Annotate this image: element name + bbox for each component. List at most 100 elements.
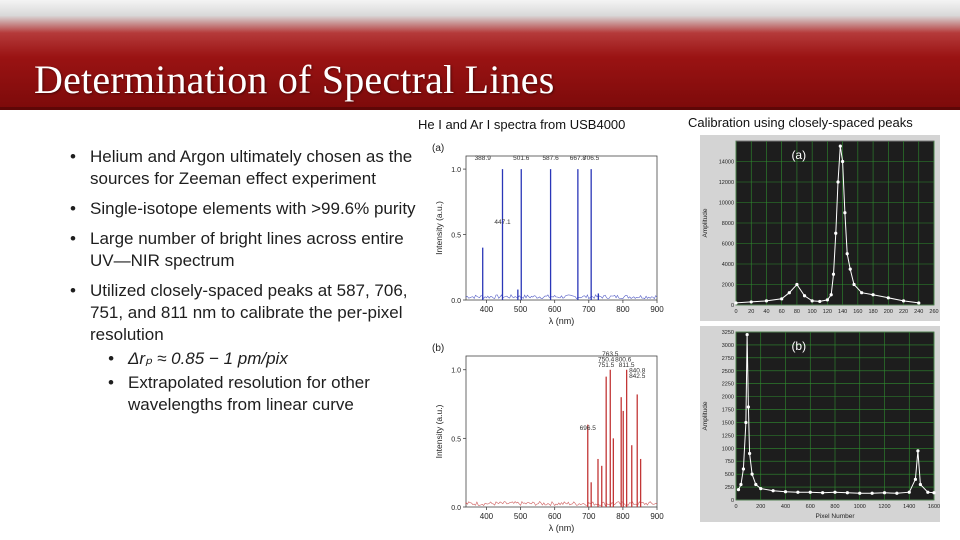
y-tick-label: 12000 — [719, 180, 734, 186]
x-axis-label: λ (nm) — [549, 523, 575, 533]
data-point — [802, 294, 807, 298]
title-bar: Determination of Spectral Lines — [0, 0, 960, 110]
x-tick-label: 400 — [480, 512, 494, 521]
x-tick-label: 500 — [514, 305, 528, 314]
x-tick-label: 600 — [548, 512, 562, 521]
x-tick-label: 1200 — [878, 504, 890, 510]
data-point — [917, 301, 921, 305]
x-tick-label: 600 — [548, 305, 562, 314]
data-point — [821, 491, 825, 495]
x-tick-label: 1400 — [903, 504, 915, 510]
y-axis-label: Amplitude — [702, 401, 709, 430]
x-tick-label: 180 — [868, 309, 877, 315]
peak-label: 501.6 — [513, 155, 530, 162]
data-point — [810, 299, 814, 303]
bullet-list: Helium and Argon ultimately chosen as th… — [70, 146, 420, 424]
data-point — [808, 490, 812, 494]
peak-label: 811.5 — [619, 362, 635, 369]
peak-label: 800.6 — [615, 356, 632, 363]
bullet-item: Large number of bright lines across enti… — [70, 228, 420, 272]
x-tick-label: 700 — [582, 305, 596, 314]
data-point — [845, 252, 849, 256]
bullet-item: Single-isotope elements with >99.6% puri… — [70, 198, 420, 220]
data-point — [787, 291, 791, 295]
y-tick-label: 4000 — [722, 262, 734, 268]
spectrum-baseline — [465, 294, 658, 300]
x-tick-label: 20 — [748, 309, 754, 315]
x-tick-label: 800 — [616, 512, 630, 521]
panel-label: (a) — [791, 148, 806, 162]
peak-label: 840.8 — [629, 367, 646, 374]
y-axis-label: Amplitude — [702, 208, 709, 237]
x-axis-label: Pixel Number — [815, 513, 855, 520]
y-tick-label: 2000 — [722, 283, 734, 289]
data-point — [764, 299, 769, 303]
x-tick-label: 140 — [838, 309, 847, 315]
data-point — [783, 490, 788, 494]
x-tick-label: 400 — [781, 504, 790, 510]
data-point — [907, 490, 911, 494]
peak-label: 587.6 — [542, 155, 559, 162]
x-tick-label: 1600 — [928, 504, 940, 510]
calibration-chart-a: 0 20 40 60 80 100 120 140 160 180 200 220 240 260 0 200… — [700, 135, 940, 321]
data-point — [895, 491, 899, 495]
y-tick-label: 0.0 — [451, 298, 461, 305]
x-tick-label: 700 — [582, 512, 596, 521]
panel-label: (b) — [791, 339, 806, 353]
data-point — [741, 467, 746, 471]
x-tick-label: 500 — [514, 512, 528, 521]
data-point — [834, 231, 838, 235]
y-tick-label: 0 — [731, 498, 734, 504]
x-tick-label: 240 — [914, 309, 923, 315]
slide-title: Determination of Spectral Lines — [34, 57, 555, 102]
data-point — [745, 332, 749, 337]
data-point — [913, 477, 918, 481]
data-point — [871, 293, 875, 297]
data-point — [848, 267, 852, 271]
y-axis-label: Intensity (a.u.) — [434, 201, 444, 255]
peak-label: 388.9 — [475, 155, 492, 162]
x-tick-label: 900 — [650, 305, 664, 314]
peak-label: 696.5 — [580, 425, 597, 432]
data-point — [831, 272, 836, 276]
y-tick-label: 500 — [725, 472, 734, 478]
data-point — [771, 489, 775, 493]
data-point — [901, 299, 906, 303]
x-tick-label: 220 — [899, 309, 908, 315]
x-tick-label: 200 — [884, 309, 893, 315]
data-point — [818, 299, 822, 304]
x-tick-label: 600 — [806, 504, 815, 510]
bullet-text: Utilized closely-spaced peaks at 587, 70… — [90, 281, 408, 344]
data-point — [744, 420, 748, 425]
sub-bullet-item: Extrapolated resolution for other wavele… — [90, 372, 420, 416]
data-point — [796, 490, 800, 494]
x-tick-label: 0 — [734, 309, 737, 315]
data-point — [749, 300, 753, 304]
y-tick-label: 0.0 — [451, 505, 461, 512]
y-tick-label: 3000 — [722, 343, 734, 349]
x-tick-label: 120 — [823, 309, 832, 315]
peak-label: 706.5 — [583, 155, 600, 162]
x-tick-label: 800 — [830, 504, 839, 510]
data-point — [882, 491, 887, 495]
peak-label: 667.8 — [570, 155, 587, 162]
x-tick-label: 1000 — [854, 504, 866, 510]
data-point — [841, 159, 845, 164]
x-tick-label: 900 — [650, 512, 664, 521]
y-tick-label: 2000 — [722, 395, 734, 401]
data-point — [734, 301, 738, 305]
data-point — [759, 487, 763, 491]
data-point — [858, 491, 862, 495]
y-tick-label: 6000 — [722, 242, 734, 248]
data-point — [750, 472, 754, 476]
data-point — [829, 293, 833, 297]
calibration-chart-b: 0 200 400 600 800 1000 1200 1400 1600 0 250 500 750 1… — [700, 326, 940, 522]
y-tick-label: 1250 — [722, 433, 734, 439]
data-point — [746, 405, 750, 409]
x-tick-label: 260 — [929, 309, 938, 315]
data-point — [825, 298, 829, 302]
bullet-item: Helium and Argon ultimately chosen as th… — [70, 146, 420, 190]
data-point — [932, 491, 936, 495]
data-point — [736, 488, 741, 492]
